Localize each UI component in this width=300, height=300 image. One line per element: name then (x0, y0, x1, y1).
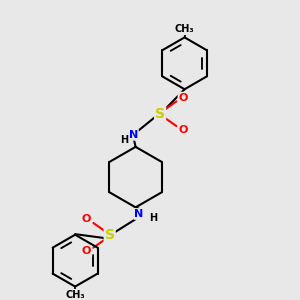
Text: S: S (105, 228, 115, 242)
Text: CH₃: CH₃ (65, 290, 85, 300)
Text: S: S (155, 107, 165, 121)
Text: H: H (121, 135, 129, 145)
Text: O: O (178, 125, 188, 135)
Text: O: O (82, 246, 91, 256)
Text: N: N (134, 209, 144, 219)
Text: O: O (82, 214, 91, 224)
Text: CH₃: CH₃ (175, 24, 194, 34)
Text: H: H (149, 213, 157, 223)
Text: N: N (129, 130, 138, 140)
Text: O: O (178, 93, 188, 103)
